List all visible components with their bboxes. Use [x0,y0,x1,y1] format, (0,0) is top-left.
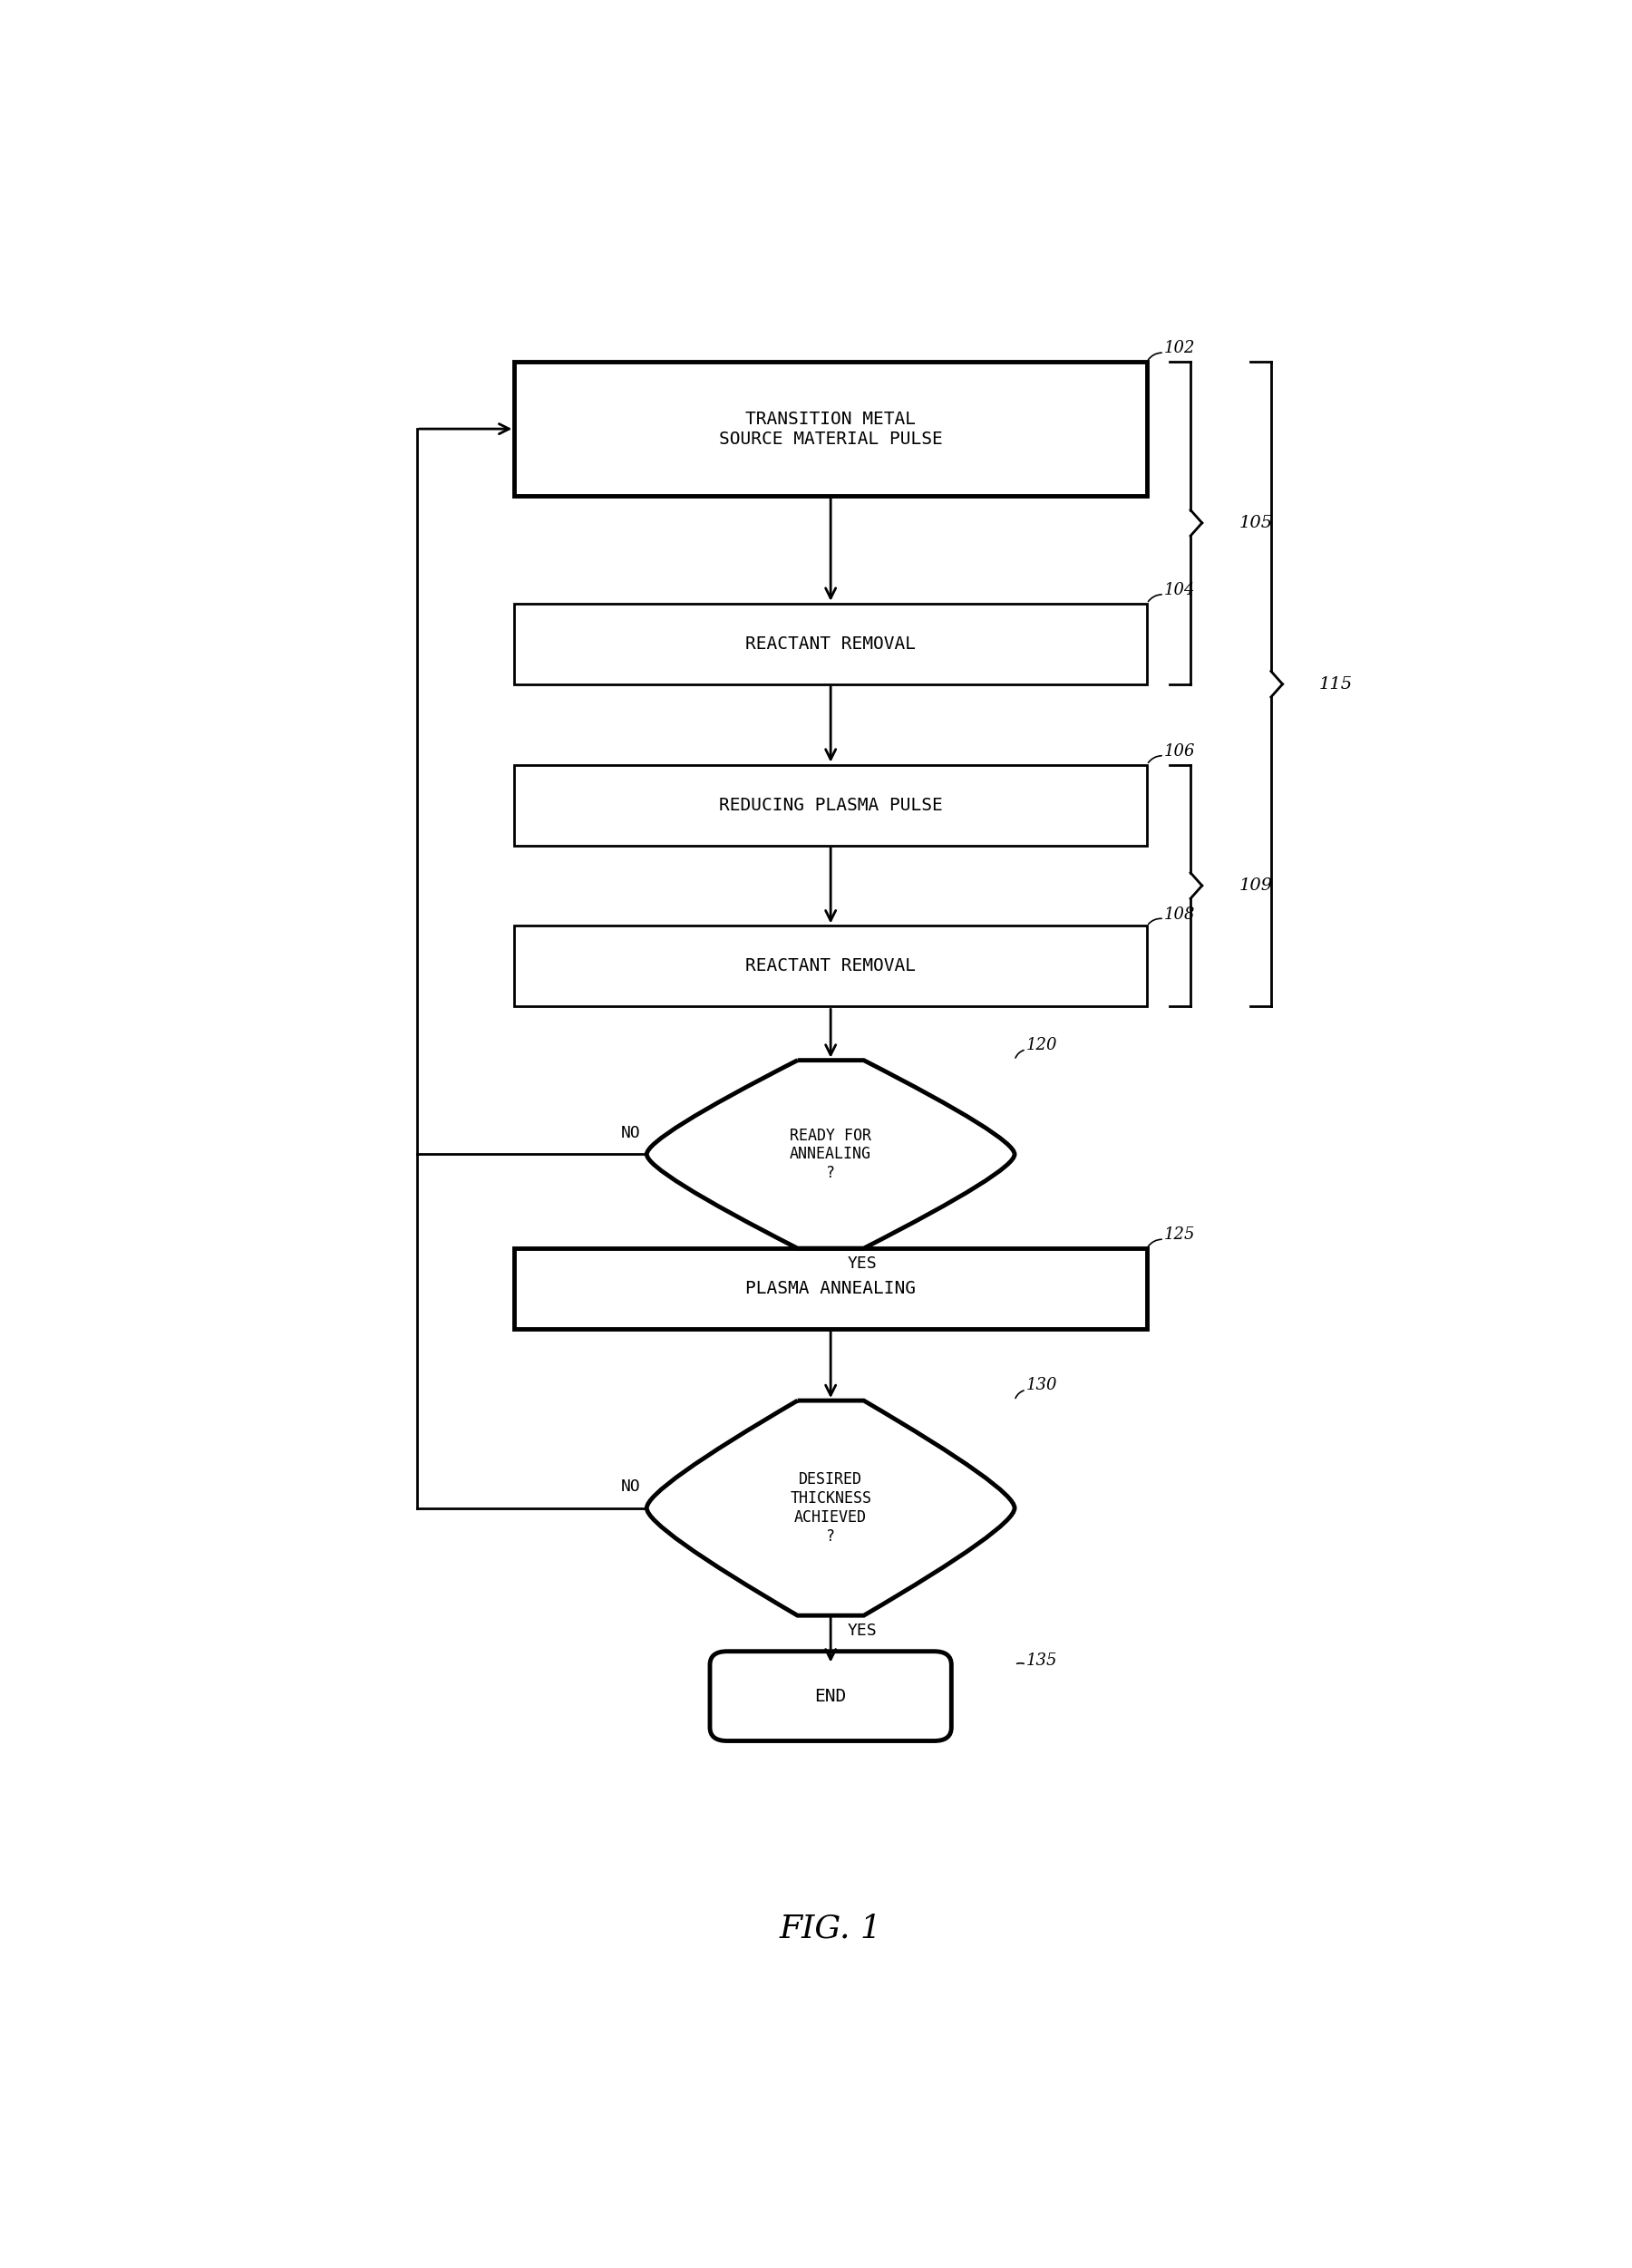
Text: REDUCING PLASMA PULSE: REDUCING PLASMA PULSE [718,796,943,814]
Text: REACTANT REMOVAL: REACTANT REMOVAL [746,957,916,975]
Text: END: END [814,1687,847,1706]
Text: 106: 106 [1164,744,1195,760]
Text: DESIRED
THICKNESS
ACHIEVED
?: DESIRED THICKNESS ACHIEVED ? [790,1472,871,1545]
Text: NO: NO [622,1479,641,1495]
Text: NO: NO [622,1125,641,1141]
Bar [514,1247,1147,1329]
Text: YES: YES [849,1622,878,1640]
Text: YES: YES [849,1256,878,1272]
Text: REACTANT REMOVAL: REACTANT REMOVAL [746,635,916,653]
Text: 109: 109 [1239,878,1273,894]
Text: PLASMA ANNEALING: PLASMA ANNEALING [746,1279,916,1297]
FancyBboxPatch shape [710,1651,951,1742]
Text: 125: 125 [1164,1227,1195,1243]
Text: TRANSITION METAL
SOURCE MATERIAL PULSE: TRANSITION METAL SOURCE MATERIAL PULSE [718,411,943,447]
Bar [514,361,1147,497]
Text: 105: 105 [1239,515,1273,531]
Text: 115: 115 [1319,676,1353,692]
Text: FIG. 1: FIG. 1 [780,1914,881,1944]
Bar [514,603,1147,685]
PathPatch shape [646,1402,1015,1615]
Text: 120: 120 [1027,1036,1058,1052]
Bar [514,764,1147,846]
Text: 135: 135 [1027,1651,1058,1669]
PathPatch shape [646,1059,1015,1247]
Text: READY FOR
ANNEALING
?: READY FOR ANNEALING ? [790,1127,871,1182]
Text: 102: 102 [1164,340,1195,356]
Text: 108: 108 [1164,907,1195,923]
Text: 104: 104 [1164,583,1195,599]
Text: 130: 130 [1027,1377,1058,1393]
Bar [514,925,1147,1007]
